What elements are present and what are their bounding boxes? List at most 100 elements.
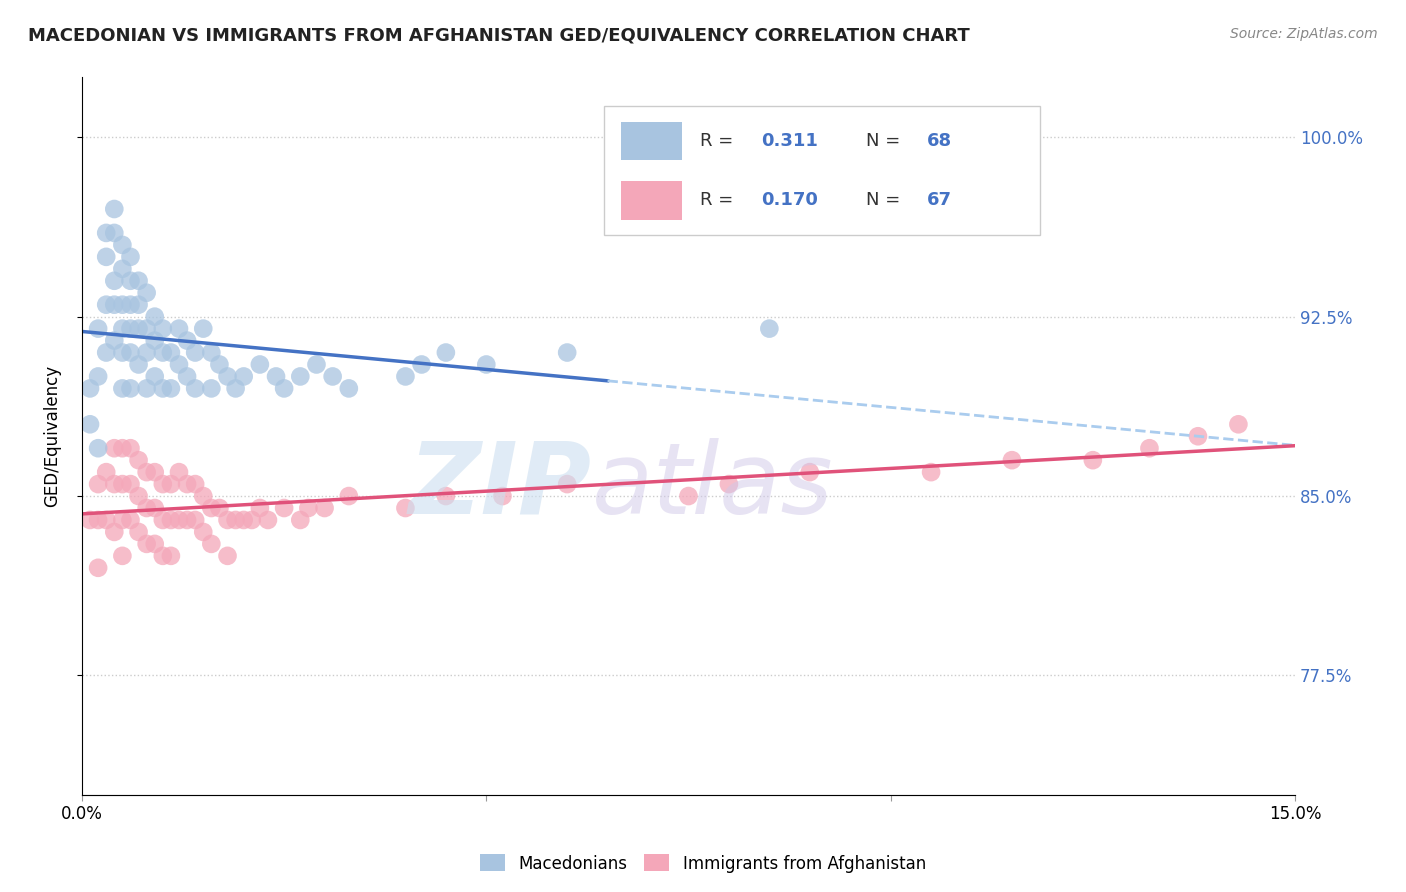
Point (120, 441, 142, 455)
Point (103, 202, 125, 216)
Point (143, 310, 166, 324)
Point (120, 513, 142, 527)
Point (217, 513, 239, 527)
Point (411, 358, 433, 372)
Point (176, 477, 198, 491)
Point (96, 250, 118, 264)
Point (290, 513, 312, 527)
Point (160, 381, 183, 395)
Point (208, 501, 231, 516)
Point (555, 345, 578, 359)
Point (920, 465, 942, 479)
Point (758, 321, 780, 335)
Point (103, 441, 125, 455)
Point (111, 345, 134, 359)
Point (167, 321, 190, 335)
Point (240, 513, 263, 527)
Point (111, 261, 134, 276)
Point (128, 274, 150, 288)
Point (135, 381, 157, 395)
Point (217, 549, 239, 563)
Point (434, 345, 457, 359)
Point (184, 345, 207, 359)
Point (200, 345, 222, 359)
Point (1139, 441, 1161, 455)
Point (160, 513, 183, 527)
Point (475, 358, 498, 372)
Point (176, 334, 198, 348)
Point (152, 549, 174, 563)
Point (200, 381, 222, 395)
Point (128, 358, 150, 372)
Point (176, 369, 198, 384)
Point (135, 465, 157, 479)
Point (96, 226, 118, 240)
Point (143, 501, 166, 516)
Point (337, 489, 360, 503)
Point (152, 477, 174, 491)
Point (103, 524, 125, 539)
Point (257, 513, 280, 527)
Point (208, 358, 231, 372)
Point (249, 358, 271, 372)
Point (79, 381, 101, 395)
Point (111, 513, 134, 527)
Y-axis label: GED/Equivalency: GED/Equivalency (44, 365, 60, 508)
Point (120, 477, 142, 491)
Point (193, 489, 215, 503)
Point (799, 465, 821, 479)
Point (217, 369, 239, 384)
Point (87, 561, 110, 575)
Point (135, 345, 157, 359)
Point (491, 489, 513, 503)
Point (200, 537, 222, 551)
Point (143, 465, 166, 479)
Point (394, 501, 416, 516)
Text: atlas: atlas (592, 438, 834, 535)
Point (135, 321, 157, 335)
Point (678, 489, 700, 503)
Point (290, 369, 312, 384)
Point (87, 369, 110, 384)
Point (128, 524, 150, 539)
Point (87, 477, 110, 491)
Point (1227, 417, 1250, 432)
Point (264, 369, 287, 384)
Text: MACEDONIAN VS IMMIGRANTS FROM AFGHANISTAN GED/EQUIVALENCY CORRELATION CHART: MACEDONIAN VS IMMIGRANTS FROM AFGHANISTA… (28, 27, 970, 45)
Point (120, 321, 142, 335)
Point (152, 513, 174, 527)
Point (79, 417, 101, 432)
Point (111, 477, 134, 491)
Point (87, 441, 110, 455)
Point (96, 345, 118, 359)
Point (135, 285, 157, 300)
Point (337, 381, 360, 395)
Point (96, 298, 118, 312)
Point (135, 537, 157, 551)
Point (111, 321, 134, 335)
Point (555, 477, 578, 491)
Point (184, 477, 207, 491)
Text: ZIP: ZIP (408, 438, 592, 535)
Point (128, 321, 150, 335)
Point (111, 381, 134, 395)
Point (120, 345, 142, 359)
Point (111, 549, 134, 563)
Point (167, 465, 190, 479)
Point (193, 524, 215, 539)
Point (103, 298, 125, 312)
Point (273, 381, 295, 395)
Point (111, 298, 134, 312)
Point (152, 345, 174, 359)
Point (167, 513, 190, 527)
Point (152, 321, 174, 335)
Point (232, 369, 254, 384)
Point (1081, 453, 1104, 467)
Point (160, 345, 183, 359)
Point (120, 298, 142, 312)
Point (225, 513, 247, 527)
Point (322, 369, 344, 384)
Point (160, 477, 183, 491)
Point (152, 381, 174, 395)
Point (103, 274, 125, 288)
